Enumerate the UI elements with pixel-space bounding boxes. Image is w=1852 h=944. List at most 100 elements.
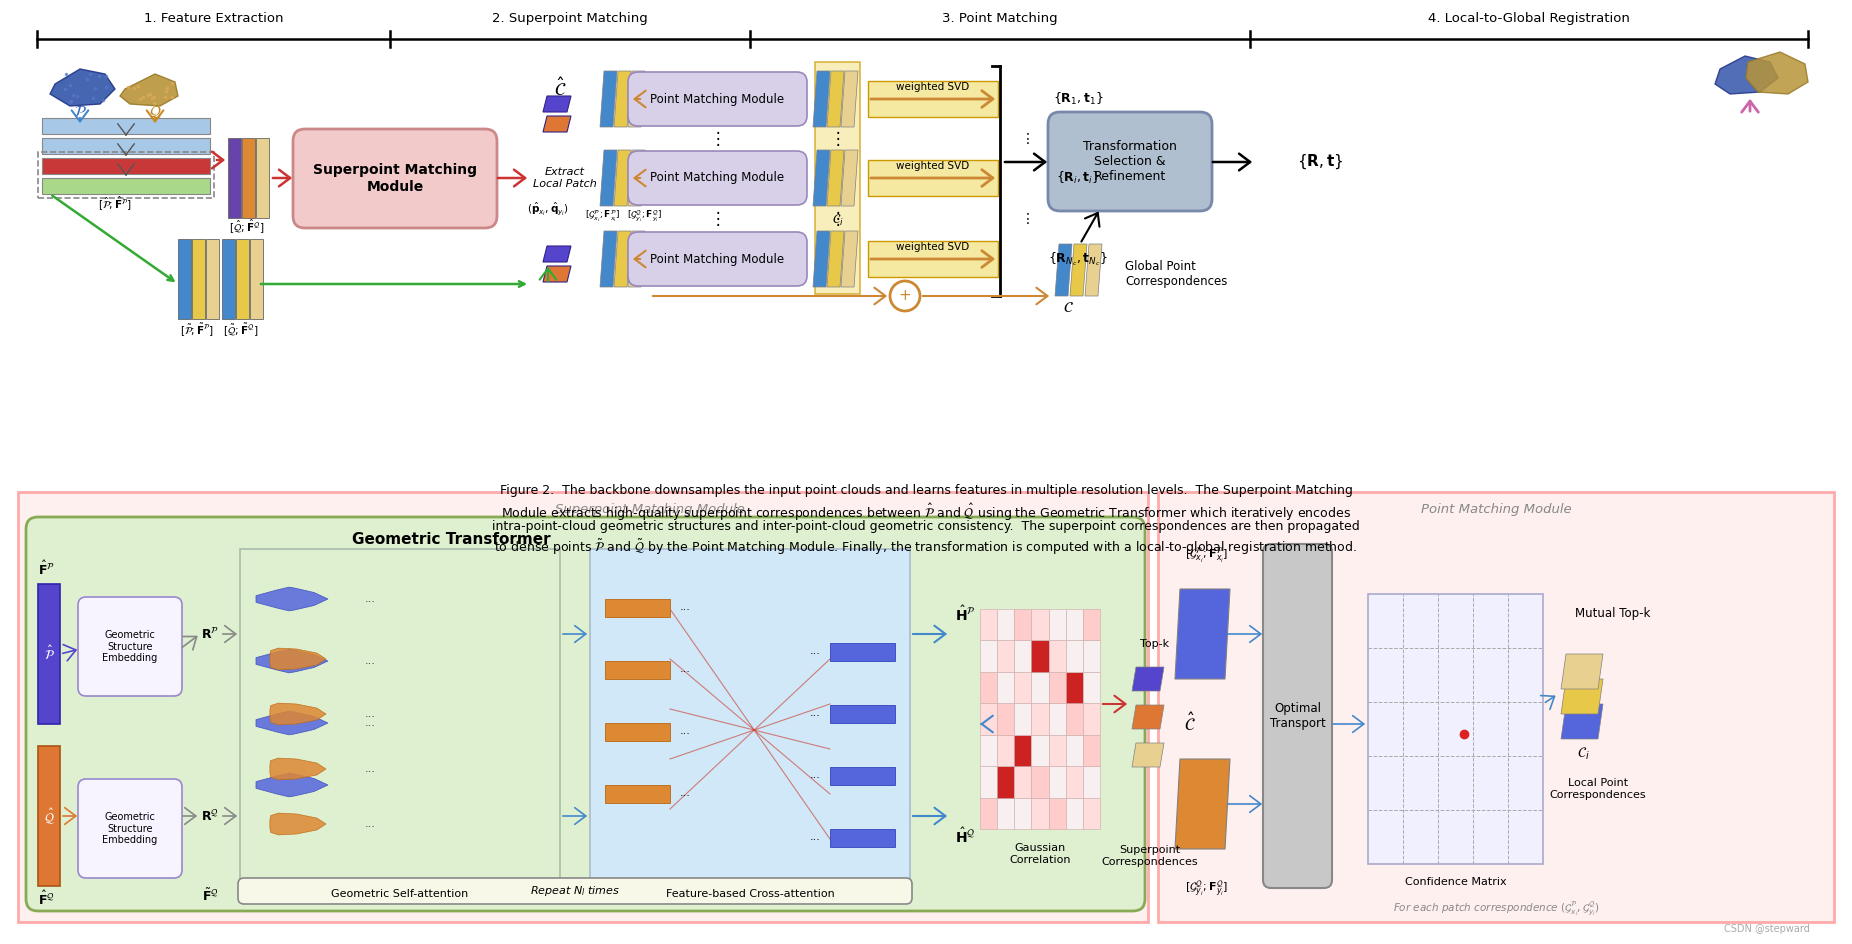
Text: $\hat{\mathcal{C}}$: $\hat{\mathcal{C}}$: [1183, 713, 1196, 735]
Bar: [869, 81, 998, 117]
FancyBboxPatch shape: [628, 72, 807, 126]
Text: $[\hat{\mathcal{P}};\hat{\mathbf{F}}^\mathcal{P}]$: $[\hat{\mathcal{P}};\hat{\mathbf{F}}^\ma…: [98, 195, 131, 213]
Bar: [996, 798, 1015, 829]
Polygon shape: [828, 150, 845, 206]
Bar: [1048, 609, 1065, 640]
Text: Gaussian
Correlation: Gaussian Correlation: [1009, 843, 1070, 865]
Bar: [39, 152, 215, 198]
FancyBboxPatch shape: [293, 129, 496, 228]
Bar: [1032, 672, 1048, 703]
Bar: [606, 599, 670, 617]
Bar: [996, 640, 1015, 672]
Text: $\hat{\mathbf{H}}^\mathcal{P}$: $\hat{\mathbf{H}}^\mathcal{P}$: [954, 604, 976, 624]
Bar: [869, 160, 998, 196]
Text: Geometric
Structure
Embedding: Geometric Structure Embedding: [102, 812, 157, 845]
Polygon shape: [270, 813, 326, 834]
Polygon shape: [1746, 52, 1808, 94]
Bar: [980, 672, 996, 703]
Polygon shape: [270, 758, 326, 780]
Bar: [43, 158, 209, 174]
Polygon shape: [120, 74, 178, 106]
Polygon shape: [828, 231, 845, 287]
Text: weighted SVD: weighted SVD: [896, 82, 970, 92]
Polygon shape: [615, 231, 632, 287]
Text: ...: ...: [809, 832, 820, 842]
Text: $\mathcal{P}$: $\mathcal{P}$: [74, 105, 87, 120]
Text: $\mathbf{R}^\mathcal{P}$: $\mathbf{R}^\mathcal{P}$: [202, 627, 219, 642]
Text: ⋮: ⋮: [1020, 212, 1035, 226]
Polygon shape: [270, 649, 326, 670]
Bar: [1065, 798, 1083, 829]
Polygon shape: [1056, 244, 1072, 296]
Polygon shape: [1070, 244, 1087, 296]
Circle shape: [891, 281, 920, 311]
Text: $\mathcal{C}_i$: $\mathcal{C}_i$: [1576, 746, 1589, 762]
Bar: [1015, 609, 1032, 640]
Polygon shape: [1132, 705, 1165, 729]
Text: Geometric Self-attention: Geometric Self-attention: [332, 889, 469, 899]
Text: Superpoint Matching Module: Superpoint Matching Module: [556, 503, 745, 516]
Text: $[\mathcal{G}^{\mathcal{Q}}_{y_i};\mathbf{F}^{\mathcal{Q}}_{y_i}]$: $[\mathcal{G}^{\mathcal{Q}}_{y_i};\mathb…: [1185, 879, 1228, 899]
Polygon shape: [615, 71, 632, 127]
Polygon shape: [1132, 743, 1165, 767]
Bar: [830, 829, 895, 847]
Text: Superpoint
Correspondences: Superpoint Correspondences: [1102, 845, 1198, 867]
Text: $\hat{\mathcal{Q}}$: $\hat{\mathcal{Q}}$: [44, 806, 54, 826]
Text: $(\hat{\mathbf{p}}_{x_i}, \hat{\mathbf{q}}_{y_i})$: $(\hat{\mathbf{p}}_{x_i}, \hat{\mathbf{q…: [528, 200, 569, 218]
Polygon shape: [615, 150, 632, 206]
Text: ...: ...: [809, 770, 820, 780]
Bar: [1048, 703, 1065, 734]
Text: Figure 2.  The backbone downsamples the input point clouds and learns features i: Figure 2. The backbone downsamples the i…: [500, 484, 1352, 497]
Polygon shape: [841, 231, 857, 287]
Bar: [869, 241, 998, 277]
Bar: [830, 643, 895, 661]
Bar: [1032, 767, 1048, 798]
Text: $\mathcal{Q}$: $\mathcal{Q}$: [148, 105, 161, 120]
Bar: [1065, 767, 1083, 798]
Text: Feature-based Cross-attention: Feature-based Cross-attention: [665, 889, 835, 899]
Text: $\{\mathbf{R}, \mathbf{t}\}$: $\{\mathbf{R}, \mathbf{t}\}$: [1296, 153, 1343, 171]
Text: to dense points $\tilde{\mathcal{P}}$ and $\tilde{\mathcal{Q}}$ by the Point Mat: to dense points $\tilde{\mathcal{P}}$ an…: [494, 538, 1358, 557]
Bar: [1032, 734, 1048, 767]
Polygon shape: [813, 150, 830, 206]
Text: $[\mathcal{G}^{\mathcal{Q}}_{y_i};\mathbf{F}^{\mathcal{Q}}_{y_i}]$: $[\mathcal{G}^{\mathcal{Q}}_{y_i};\mathb…: [628, 209, 663, 224]
Text: $\hat{\mathbf{F}}^\mathcal{P}$: $\hat{\mathbf{F}}^\mathcal{P}$: [39, 560, 56, 578]
Text: ...: ...: [365, 718, 376, 728]
Bar: [235, 239, 248, 319]
Text: weighted SVD: weighted SVD: [896, 161, 970, 171]
Text: $\hat{\mathbf{H}}^\mathcal{Q}$: $\hat{\mathbf{H}}^\mathcal{Q}$: [956, 826, 976, 846]
Bar: [1065, 609, 1083, 640]
Text: 2. Superpoint Matching: 2. Superpoint Matching: [493, 12, 648, 25]
Text: ...: ...: [365, 764, 376, 774]
Text: weighted SVD: weighted SVD: [896, 242, 970, 252]
Bar: [996, 609, 1015, 640]
Bar: [830, 767, 895, 785]
Bar: [193, 239, 206, 319]
Text: ...: ...: [809, 708, 820, 718]
Bar: [1032, 640, 1048, 672]
Polygon shape: [1132, 667, 1165, 691]
Bar: [250, 239, 263, 319]
Text: ...: ...: [365, 709, 376, 719]
Text: Top-k: Top-k: [1141, 639, 1170, 649]
Text: Local Point
Correspondences: Local Point Correspondences: [1550, 778, 1646, 800]
Text: Point Matching Module: Point Matching Module: [650, 93, 785, 106]
Text: $[\mathcal{G}^{\mathcal{P}}_{x_i};\mathbf{F}^{\mathcal{P}}_{x_i}]$: $[\mathcal{G}^{\mathcal{P}}_{x_i};\mathb…: [1185, 547, 1228, 565]
Text: Confidence Matrix: Confidence Matrix: [1404, 877, 1506, 887]
Bar: [1015, 798, 1032, 829]
Text: $[\tilde{\mathcal{P}};\tilde{\mathbf{F}}^\mathcal{P}]$: $[\tilde{\mathcal{P}};\tilde{\mathbf{F}}…: [180, 322, 215, 339]
Polygon shape: [600, 71, 617, 127]
Text: Geometric Transformer: Geometric Transformer: [352, 531, 552, 547]
Text: $\hat{\mathcal{C}}$: $\hat{\mathcal{C}}$: [554, 77, 567, 100]
Text: ⋮: ⋮: [830, 210, 846, 228]
Bar: [206, 239, 219, 319]
Polygon shape: [628, 71, 644, 127]
Text: Point Matching Module: Point Matching Module: [650, 172, 785, 184]
Bar: [1083, 734, 1100, 767]
Polygon shape: [256, 773, 328, 797]
Text: Point Matching Module: Point Matching Module: [1420, 503, 1570, 516]
Text: Extract
Local Patch: Extract Local Patch: [533, 167, 596, 189]
Text: Superpoint Matching
Module: Superpoint Matching Module: [313, 163, 478, 194]
Polygon shape: [1561, 704, 1604, 739]
Bar: [1083, 640, 1100, 672]
